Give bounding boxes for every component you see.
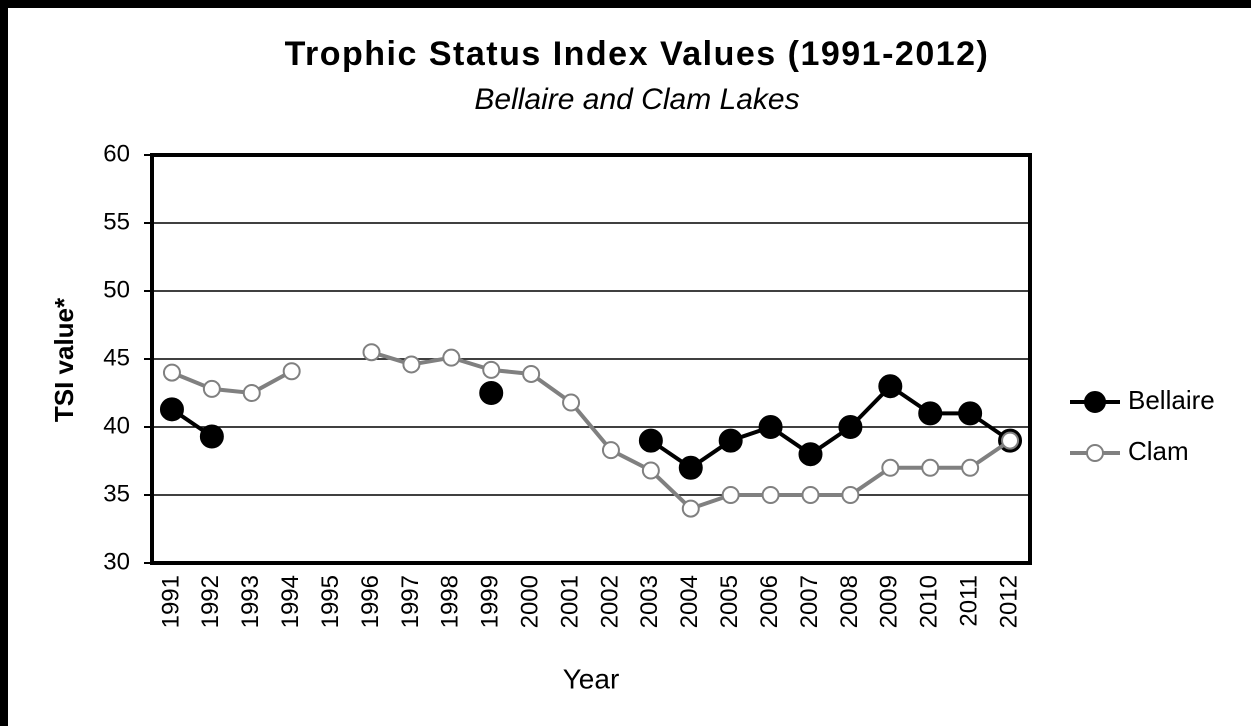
x-tick-label: 1992: [197, 575, 224, 628]
marker: [798, 442, 823, 467]
marker: [442, 348, 461, 367]
marker: [402, 355, 421, 374]
marker: [162, 363, 181, 382]
x-tick-label: 2011: [955, 575, 982, 627]
x-tick-label: 2006: [756, 575, 783, 628]
marker: [721, 486, 740, 504]
plot-border: [150, 153, 1032, 565]
x-tick-label: 1998: [437, 575, 464, 628]
x-tick-label: 2007: [796, 575, 823, 628]
legend-marker: [1084, 391, 1106, 413]
marker: [1001, 431, 1020, 450]
y-tick-label: 35: [103, 480, 130, 507]
x-tick-label: 2010: [916, 575, 943, 628]
x-tick-label: 1991: [157, 575, 184, 628]
marker: [479, 381, 504, 405]
marker: [282, 362, 301, 381]
x-tick-label: 1997: [397, 575, 424, 628]
x-tick-label: 1999: [477, 575, 504, 628]
chart-title: Trophic Status Index Values (1991-2012): [285, 35, 990, 73]
marker: [961, 458, 980, 477]
legend-label: Bellaire: [1128, 385, 1215, 415]
marker: [482, 360, 501, 379]
y-tick-label: 50: [103, 276, 130, 303]
marker: [562, 393, 581, 412]
x-tick-label: 1995: [317, 575, 344, 628]
marker: [202, 379, 221, 398]
y-tick-label: 60: [103, 140, 130, 167]
x-axis-label: Year: [563, 663, 620, 694]
marker: [362, 343, 381, 362]
marker: [681, 499, 700, 518]
y-tick-label: 55: [103, 208, 130, 235]
x-tick-label: 2005: [716, 575, 743, 628]
x-tick-label: 2008: [836, 575, 863, 628]
x-tick-label: 2003: [636, 575, 663, 628]
marker: [718, 428, 743, 453]
marker: [921, 458, 940, 477]
marker: [801, 486, 820, 504]
marker: [522, 364, 541, 383]
y-tick-label: 45: [103, 344, 130, 371]
marker: [601, 441, 620, 460]
marker: [242, 384, 261, 402]
marker: [881, 458, 900, 477]
marker: [838, 415, 863, 439]
x-tick-label: 1994: [277, 575, 304, 628]
y-axis-label: TSI value*: [49, 297, 79, 422]
marker: [641, 461, 660, 480]
y-tick-label: 40: [103, 412, 130, 439]
marker: [841, 486, 860, 504]
x-tick-label: 2000: [516, 575, 543, 628]
marker: [761, 486, 780, 504]
legend-label: Clam: [1128, 436, 1189, 466]
x-tick-label: 2012: [995, 575, 1022, 628]
marker: [638, 428, 663, 453]
marker: [878, 374, 903, 399]
marker: [678, 455, 703, 480]
marker: [758, 415, 783, 439]
x-tick-label: 1996: [357, 575, 384, 628]
x-tick-label: 2009: [876, 575, 903, 628]
x-tick-label: 2004: [676, 575, 703, 628]
y-tick-label: 30: [103, 548, 130, 575]
marker: [199, 424, 224, 449]
x-tick-label: 2002: [596, 575, 623, 628]
legend-marker: [1086, 444, 1104, 462]
marker: [159, 397, 184, 422]
x-tick-label: 1993: [237, 575, 264, 628]
marker: [918, 401, 943, 426]
chart-subtitle: Bellaire and Clam Lakes: [474, 83, 799, 116]
x-tick-label: 2001: [556, 575, 583, 628]
marker: [958, 401, 983, 426]
